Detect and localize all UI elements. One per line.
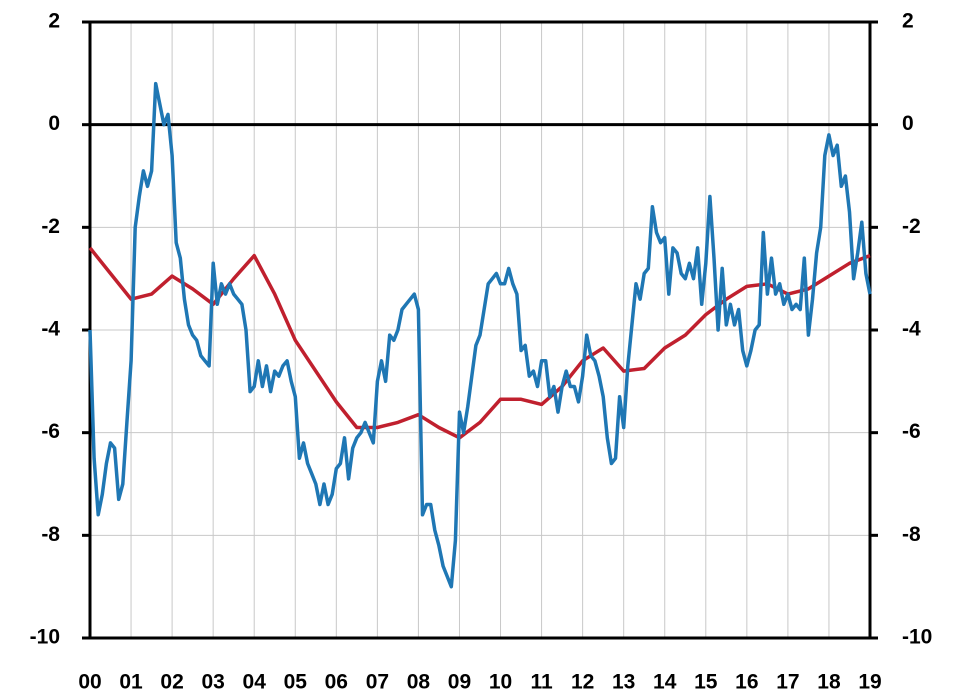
x-tick-label: 03	[201, 671, 224, 694]
data-line	[88, 81, 872, 589]
y2-tick-label: 0	[902, 112, 914, 135]
y-tick-label: -10	[30, 626, 60, 649]
y-tick-label: -4	[41, 318, 60, 341]
x-tick-label: 15	[694, 671, 718, 694]
y2-tick-label: -6	[902, 420, 921, 443]
y2-tick-label: -8	[902, 523, 921, 546]
x-tick-label: 16	[735, 671, 758, 694]
y-tick-label: -2	[41, 215, 60, 238]
x-tick-label: 12	[571, 671, 594, 694]
x-tick-label: 17	[776, 671, 799, 694]
x-tick-label: 14	[653, 671, 677, 694]
x-tick-label: 10	[489, 671, 512, 694]
x-tick-label: 19	[858, 671, 881, 694]
y-tick-label: -8	[41, 523, 60, 546]
x-tick-label: 02	[160, 671, 183, 694]
x-tick-label: 07	[366, 671, 389, 694]
y-tick-label: 2	[48, 10, 60, 33]
y-tick-label: 0	[48, 112, 60, 135]
y2-tick-label: 2	[902, 10, 914, 33]
y-tick-label: -6	[41, 420, 60, 443]
x-tick-label: 08	[407, 671, 431, 694]
x-tick-label: 06	[325, 671, 348, 694]
x-tick-label: 00	[78, 671, 101, 694]
x-tick-label: 09	[448, 671, 471, 694]
y2-tick-label: -2	[902, 215, 921, 238]
y2-tick-label: -10	[902, 626, 932, 649]
x-tick-label: 05	[284, 671, 308, 694]
x-tick-label: 11	[530, 671, 553, 694]
y2-tick-label: -4	[902, 318, 921, 341]
x-tick-label: 01	[119, 671, 143, 694]
x-tick-label: 04	[243, 671, 267, 694]
x-tick-label: 18	[817, 671, 841, 694]
x-tick-label: 13	[612, 671, 635, 694]
